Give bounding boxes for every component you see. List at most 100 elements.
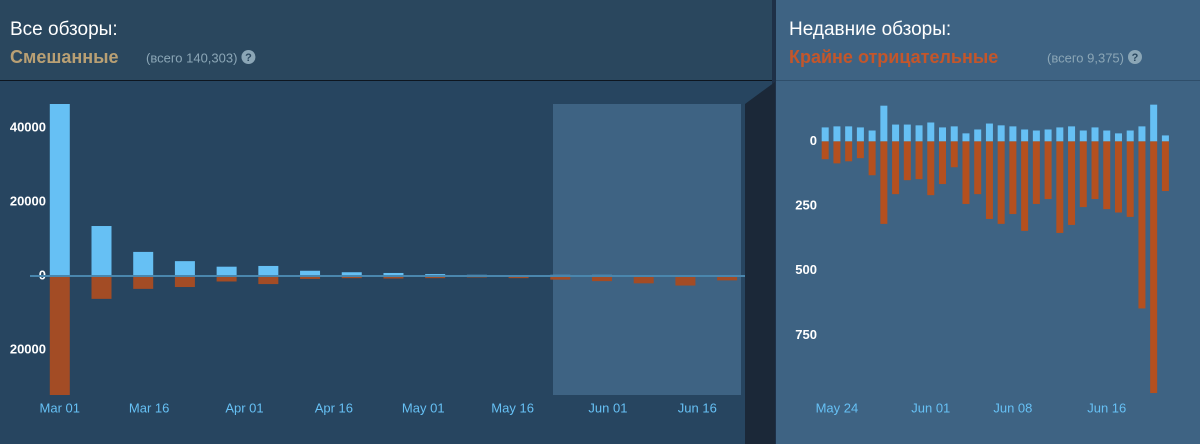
x-tick-label: May 24 (816, 400, 859, 415)
left-count: (всего 140,303) (146, 50, 237, 65)
help-icon[interactable] (1127, 50, 1142, 64)
bar (1126, 141, 1134, 217)
bar (216, 275, 237, 282)
bar (133, 275, 154, 289)
bar (1068, 141, 1076, 225)
y-tick-label: 40000 (10, 119, 46, 134)
bar (915, 141, 923, 180)
bar (1056, 127, 1064, 142)
bar (985, 141, 993, 219)
bar (1021, 129, 1029, 142)
bar (1091, 127, 1099, 142)
bar (939, 141, 947, 185)
bar (550, 275, 571, 280)
bar (1103, 130, 1111, 142)
connector (745, 82, 775, 444)
x-tick-label: Jun 01 (911, 400, 950, 415)
bar (174, 261, 195, 276)
bar (1056, 141, 1064, 233)
left-header-line (0, 80, 772, 81)
bar (508, 275, 529, 279)
bar (856, 127, 864, 142)
bar (939, 127, 947, 142)
left-title: Все обзоры: (10, 19, 118, 40)
bar (833, 141, 841, 164)
bar (1161, 141, 1169, 192)
bar (1079, 130, 1087, 142)
bar (974, 129, 982, 142)
bar (821, 127, 829, 142)
bar (300, 270, 321, 276)
right-rating: Крайне отрицательные (789, 47, 998, 67)
bar (1021, 141, 1029, 231)
x-tick-label: Mar 01 (40, 400, 80, 415)
y-tick-label: 20000 (10, 341, 46, 356)
bar (950, 126, 958, 142)
x-tick-label: Jun 16 (1087, 400, 1126, 415)
bar (383, 272, 404, 276)
bar (880, 105, 888, 142)
right-header-line (776, 80, 1200, 81)
bar (258, 265, 279, 276)
bar (633, 275, 654, 284)
bar (868, 130, 876, 142)
bar (1079, 141, 1087, 208)
bar (133, 251, 154, 276)
bar (927, 122, 935, 142)
y-tick-label: 750 (795, 327, 817, 342)
bar (216, 266, 237, 276)
help-icon-text[interactable]: ? (245, 52, 252, 64)
x-tick-label: Apr 01 (225, 400, 263, 415)
bar (49, 104, 70, 276)
left-rating: Смешанные (10, 47, 118, 67)
bar (962, 141, 970, 204)
bar (1114, 141, 1122, 213)
help-icon[interactable] (241, 50, 256, 64)
x-tick-label: Mar 16 (129, 400, 169, 415)
bar (915, 125, 923, 142)
bar (1126, 130, 1134, 142)
bar (425, 275, 446, 279)
bar (1032, 141, 1040, 204)
bar (1138, 126, 1146, 142)
bar (1091, 141, 1099, 200)
y-tick-label: 250 (795, 197, 817, 212)
y-tick-label: 500 (795, 262, 817, 277)
bar (833, 126, 841, 142)
y-tick-label: 0 (39, 267, 46, 282)
x-tick-label: Apr 16 (315, 400, 353, 415)
bar (1068, 126, 1076, 142)
bar (1138, 141, 1146, 309)
bar (300, 275, 321, 279)
bar (1009, 141, 1017, 215)
help-icon-text[interactable]: ? (1132, 52, 1139, 64)
bar (927, 141, 935, 196)
bar (1032, 130, 1040, 142)
bar (974, 141, 982, 195)
right-panel-bg (776, 0, 1200, 444)
x-tick-label: May 16 (491, 400, 534, 415)
bar (1009, 126, 1017, 142)
bar (1161, 135, 1169, 142)
bar (880, 141, 888, 224)
y-tick-label: 20000 (10, 193, 46, 208)
left-header-bg (0, 0, 772, 80)
bar (962, 133, 970, 142)
y-tick-label: 0 (810, 133, 817, 148)
bar (174, 275, 195, 288)
bar (892, 141, 900, 195)
bar (903, 141, 911, 181)
bar (717, 275, 738, 281)
bar (856, 141, 864, 159)
bar (1150, 141, 1158, 394)
x-tick-label: Jun 01 (588, 400, 627, 415)
recent-range-highlight (553, 104, 741, 395)
bar (950, 141, 958, 168)
bar (341, 272, 362, 276)
bar (1114, 133, 1122, 142)
bar (892, 124, 900, 142)
bar (49, 275, 70, 395)
x-tick-label: Jun 16 (678, 400, 717, 415)
bar (675, 275, 696, 286)
